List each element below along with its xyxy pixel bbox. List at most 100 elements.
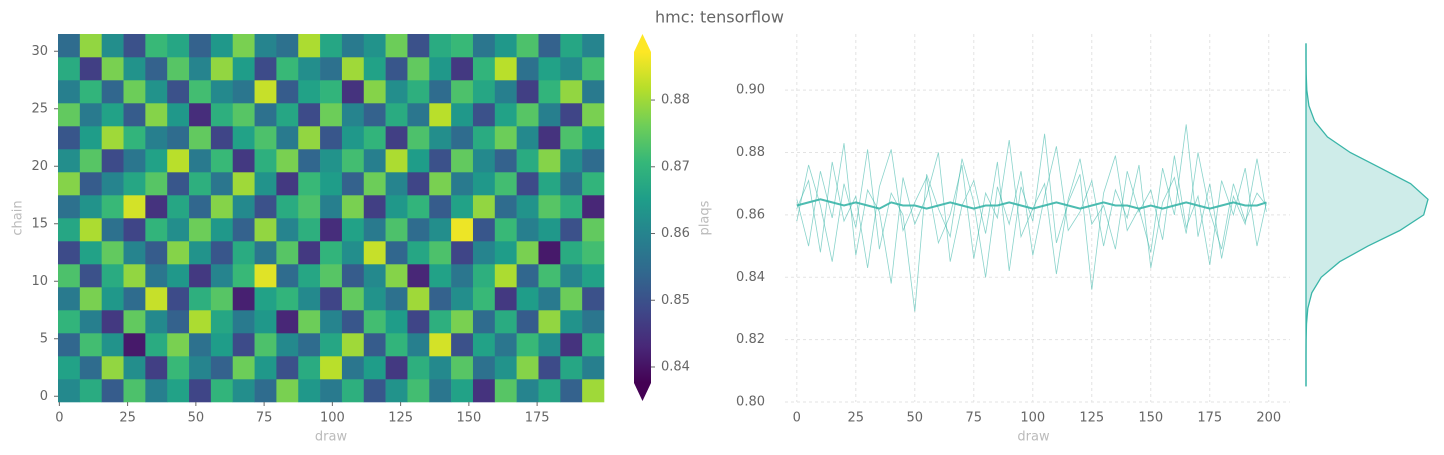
heatmap-cell [451,34,474,58]
heatmap-cell [363,80,386,104]
heatmap-cell [516,126,539,150]
heatmap-cell [232,379,255,403]
heatmap-cell [516,172,539,196]
colorbar [634,52,651,383]
y-tick-label: 0.80 [736,395,765,410]
heatmap-cell [451,333,474,357]
heatmap-cell [189,195,212,219]
heatmap-cell [145,149,168,173]
heatmap-cell [582,218,605,242]
heatmap-cell [232,126,255,150]
heatmap-cell [101,218,124,242]
heatmap-cell [582,34,605,58]
heatmap-cell [363,310,386,334]
heatmap-cell [254,34,277,58]
heatmap-cell [167,218,190,242]
heatmap-cell [560,172,583,196]
heatmap-cell [320,34,343,58]
heatmap-cell [516,195,539,219]
heatmap-cell [429,149,452,173]
x-axis-label: draw [315,430,348,445]
heatmap-cell [298,80,321,104]
heatmap-cell [494,34,517,58]
heatmap-cell [210,172,234,196]
heatmap-cell [341,195,365,219]
heatmap-cell [472,356,496,380]
heatmap-cell [320,379,343,403]
heatmap-cell [320,126,343,150]
heatmap-cell [407,264,430,288]
heatmap-cell [123,356,146,380]
heatmap-cell [320,195,343,219]
heatmap-cell [298,264,321,288]
heatmap-cell [232,57,255,81]
heatmap-cell [298,241,321,265]
heatmap-cell [538,80,561,104]
heatmap-cell [298,149,321,173]
heatmap-cell [560,287,583,311]
heatmap-cell [276,333,299,357]
heatmap-cell [58,149,81,173]
heatmap-cell [210,103,234,127]
heatmap-cell [79,149,102,173]
y-tick-label: 0.90 [736,83,765,98]
heatmap-cell [472,149,496,173]
heatmap-cell [145,218,168,242]
colorbar-tick-label: 0.84 [661,359,690,374]
heatmap-cell [429,379,452,403]
heatmap-cell [538,149,561,173]
heatmap-cell [79,126,102,150]
heatmap-cell [429,218,452,242]
heatmap-cell [363,126,386,150]
heatmap-cell [407,57,430,81]
heatmap-cell [232,218,255,242]
y-tick-label: 0.82 [736,332,765,347]
heatmap-cell [494,356,517,380]
heatmap-cell [123,195,146,219]
heatmap-cell [58,103,81,127]
heatmap-cell [79,57,102,81]
heatmap-cell [145,379,168,403]
heatmap-cell [210,34,234,58]
heatmap-cell [560,103,583,127]
heatmap-cell [363,356,386,380]
y-tick-label: 5 [40,331,48,346]
heatmap-cell [123,172,146,196]
heatmap-cell [385,379,408,403]
heatmap-cell [145,103,168,127]
heatmap-cell [101,379,124,403]
heatmap-cell [210,264,234,288]
kde-area [1306,43,1428,387]
heatmap-cell [210,218,234,242]
heatmap-cell [58,333,81,357]
heatmap-cell [123,57,146,81]
heatmap-cell [582,126,605,150]
heatmap-cell [101,80,124,104]
heatmap-cell [363,241,386,265]
heatmap-cell [516,57,539,81]
heatmap-cell [232,103,255,127]
heatmap-cell [560,80,583,104]
heatmap-cell [58,241,81,265]
heatmap-cell [538,241,561,265]
heatmap-cell [189,34,212,58]
heatmap-cell [320,172,343,196]
heatmap-cell [407,310,430,334]
heatmap-cell [58,172,81,196]
heatmap-cell [516,264,539,288]
heatmap-cell [516,149,539,173]
heatmap-cell [210,80,234,104]
heatmap-cell [472,218,496,242]
heatmap-cell [189,264,212,288]
heatmap-cell [341,310,365,334]
heatmap-cell [582,103,605,127]
heatmap-cell [472,287,496,311]
heatmap-cell [451,287,474,311]
heatmap-cell [58,126,81,150]
heatmap-cell [582,241,605,265]
heatmap-cell [123,218,146,242]
heatmap-cell [254,126,277,150]
heatmap-cell [341,379,365,403]
heatmap-cell [429,126,452,150]
heatmap-cell [538,57,561,81]
